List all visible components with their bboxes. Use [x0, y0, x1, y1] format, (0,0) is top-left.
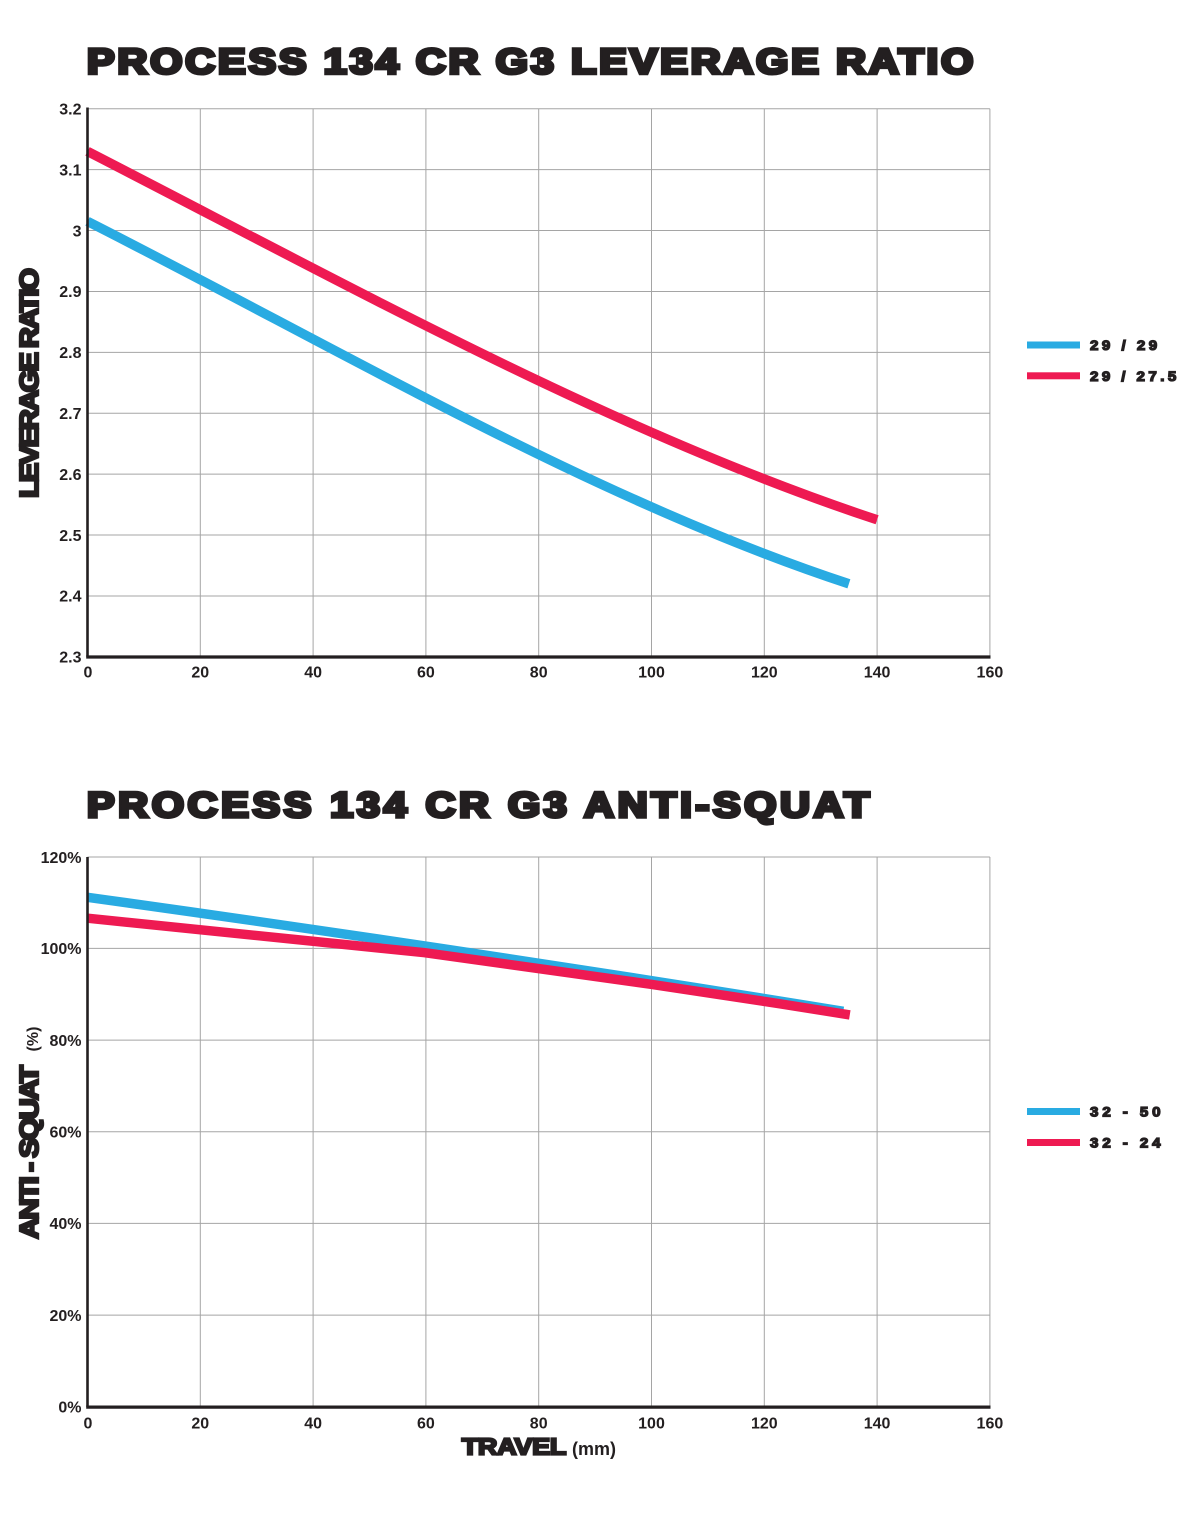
svg-text:0%: 0%	[58, 1400, 81, 1417]
svg-text:3: 3	[73, 223, 82, 240]
svg-text:2.6: 2.6	[59, 467, 81, 484]
svg-text:32 - 50: 32 - 50	[1090, 1105, 1162, 1120]
svg-text:2.9: 2.9	[59, 284, 81, 301]
svg-text:(%): (%)	[25, 1027, 42, 1052]
svg-text:TRAVEL: TRAVEL	[462, 1434, 567, 1460]
svg-text:3.2: 3.2	[59, 102, 81, 119]
svg-text:20%: 20%	[49, 1308, 81, 1325]
svg-text:120%: 120%	[41, 850, 82, 867]
svg-text:60%: 60%	[49, 1125, 81, 1142]
svg-text:160: 160	[977, 1416, 1004, 1433]
svg-text:20: 20	[191, 665, 209, 682]
svg-text:160: 160	[977, 665, 1004, 682]
svg-text:2.3: 2.3	[59, 650, 81, 667]
svg-text:PROCESS 134 CR G3 LEVERAGE RAT: PROCESS 134 CR G3 LEVERAGE RATIO	[87, 43, 973, 82]
svg-text:80: 80	[530, 1416, 548, 1433]
svg-text:2.8: 2.8	[59, 345, 81, 362]
svg-text:(mm): (mm)	[572, 1439, 616, 1459]
svg-text:120: 120	[751, 665, 778, 682]
svg-text:2.4: 2.4	[59, 589, 81, 606]
svg-text:120: 120	[751, 1416, 778, 1433]
svg-text:80: 80	[530, 665, 548, 682]
svg-text:2.7: 2.7	[59, 406, 81, 423]
svg-text:20: 20	[191, 1416, 209, 1433]
svg-text:2.5: 2.5	[59, 528, 81, 545]
svg-text:PROCESS 134 CR G3 ANTI-SQUAT: PROCESS 134 CR G3 ANTI-SQUAT	[87, 786, 869, 825]
svg-text:40: 40	[304, 1416, 322, 1433]
svg-text:100: 100	[638, 665, 665, 682]
svg-text:29 / 29: 29 / 29	[1090, 339, 1158, 354]
svg-text:140: 140	[864, 665, 891, 682]
svg-text:40%: 40%	[49, 1216, 81, 1233]
svg-text:29 / 27.5: 29 / 27.5	[1090, 369, 1177, 384]
svg-text:40: 40	[304, 665, 322, 682]
svg-text:60: 60	[417, 1416, 435, 1433]
svg-text:100%: 100%	[41, 941, 82, 958]
svg-text:ANTI - SQUAT: ANTI - SQUAT	[15, 1065, 44, 1239]
svg-text:140: 140	[864, 1416, 891, 1433]
svg-text:0: 0	[84, 665, 93, 682]
svg-text:80%: 80%	[49, 1033, 81, 1050]
svg-text:LEVERAGE RATIO: LEVERAGE RATIO	[15, 268, 44, 498]
svg-text:3.1: 3.1	[59, 162, 81, 179]
svg-text:60: 60	[417, 665, 435, 682]
svg-text:0: 0	[84, 1416, 93, 1433]
svg-text:32 - 24: 32 - 24	[1090, 1136, 1162, 1151]
svg-text:100: 100	[638, 1416, 665, 1433]
